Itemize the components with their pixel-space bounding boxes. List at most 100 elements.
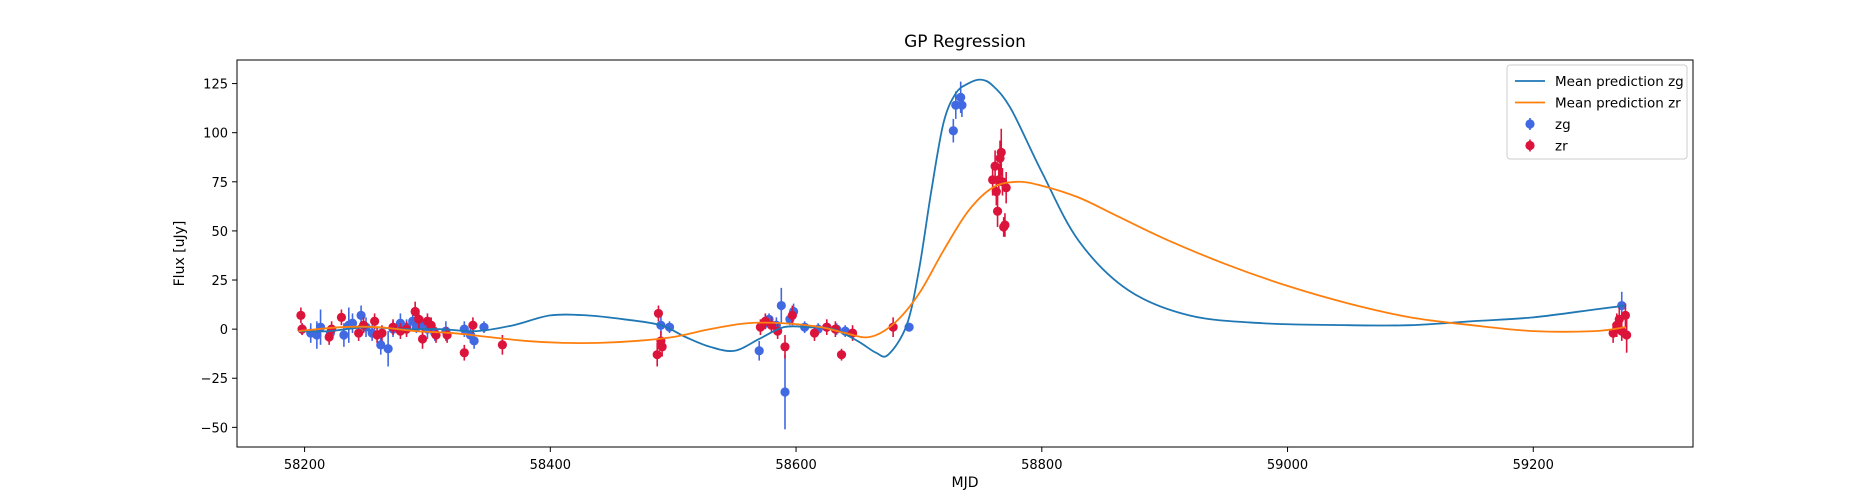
plot-frame: [236, 59, 1694, 448]
marker-zr: [297, 324, 307, 334]
data-point-zr: [653, 305, 664, 322]
marker-zg: [376, 340, 386, 350]
y-tick-label: 75: [211, 176, 228, 191]
marker-zr: [992, 206, 1003, 216]
legend-swatch-marker: [1525, 140, 1535, 151]
marker-zg: [956, 92, 966, 102]
series-zr: [296, 128, 1632, 367]
marker-zr: [657, 342, 667, 352]
marker-zr: [497, 340, 507, 350]
data-point-zr: [990, 150, 1000, 182]
y-tick-label: 25: [211, 274, 228, 289]
marker-zr: [1000, 220, 1010, 230]
data-point-zr: [459, 344, 469, 361]
marker-zg: [469, 336, 479, 346]
data-point-zg: [776, 287, 786, 324]
legend-label: zg: [1555, 117, 1571, 133]
legend-label: zr: [1555, 139, 1568, 155]
marker-zg: [957, 100, 967, 110]
data-point-zr: [1000, 213, 1010, 237]
data-point-zr: [787, 305, 797, 326]
marker-zr: [787, 310, 797, 320]
marker-zg: [347, 318, 358, 328]
data-point-zg: [376, 335, 386, 355]
marker-zg: [312, 330, 322, 340]
marker-zr: [653, 308, 664, 319]
marker-zr: [1608, 328, 1618, 338]
marker-zr: [370, 316, 380, 326]
y-tick-label: 125: [203, 78, 228, 93]
marker-zr: [410, 306, 420, 317]
x-tick-label: 58800: [1021, 458, 1062, 473]
marker-zr: [354, 328, 364, 338]
data-point-zg: [383, 331, 393, 367]
marker-zg: [339, 330, 349, 340]
marker-zr: [888, 322, 898, 332]
data-point-zr: [426, 317, 436, 334]
data-point-zr: [297, 323, 307, 336]
data-point-zr: [414, 309, 424, 330]
x-axis-label: MJD: [952, 475, 979, 491]
data-point-zg: [948, 118, 958, 143]
x-tick-label: 58600: [775, 458, 816, 473]
marker-zr: [296, 310, 306, 320]
y-tick-label: 100: [203, 127, 228, 142]
marker-zg: [948, 126, 958, 136]
plot-layer: [296, 78, 1632, 430]
marker-zg: [754, 346, 764, 356]
marker-zr: [1622, 330, 1632, 340]
data-point-zr: [888, 317, 898, 337]
y-tick-label: −25: [201, 372, 228, 387]
series-zg: [297, 81, 1627, 430]
x-tick-label: 59000: [1267, 458, 1308, 473]
marker-zg: [383, 344, 393, 354]
x-tick-label: 58200: [284, 458, 325, 473]
data-point-zr: [1620, 303, 1631, 328]
data-point-zg: [957, 93, 967, 117]
data-point-zr: [780, 335, 790, 359]
x-tick-label: 58400: [530, 458, 571, 473]
data-point-zr: [1622, 317, 1632, 353]
data-point-zr: [836, 348, 847, 361]
data-point-zg: [754, 340, 764, 361]
marker-zg: [776, 300, 786, 311]
data-point-zg: [347, 313, 358, 334]
line-mean-prediction-zg: [298, 78, 1626, 358]
marker-zr: [780, 342, 790, 352]
marker-zr: [996, 147, 1006, 157]
y-axis-label: Flux [uJy]: [172, 221, 188, 287]
data-point-zr: [296, 307, 306, 324]
marker-zr: [990, 161, 1000, 171]
marker-zg: [780, 387, 790, 397]
data-point-zr: [992, 195, 1003, 227]
marker-zr: [836, 350, 847, 360]
x-tick-label: 59200: [1513, 458, 1554, 473]
axes-layer: 58200 58400 58600 58800 59000 59200 −50 −25 0 25 5…: [201, 78, 1554, 473]
marker-zr: [336, 312, 347, 322]
marker-zr: [327, 324, 337, 334]
line-mean-prediction-zr: [298, 180, 1626, 345]
marker-zr: [459, 348, 469, 358]
data-point-zr: [1001, 171, 1011, 204]
y-tick-label: −50: [201, 421, 228, 436]
legend-label: Mean prediction zr: [1555, 96, 1681, 112]
y-tick-label: 50: [211, 225, 228, 240]
marker-zr: [1620, 310, 1631, 320]
legend-box: [1506, 64, 1688, 160]
marker-zr: [468, 320, 478, 330]
marker-zr: [426, 320, 436, 330]
data-point-zr: [657, 336, 667, 357]
data-point-zr: [336, 309, 347, 326]
data-point-zg: [780, 354, 790, 430]
data-point-zr: [652, 342, 662, 367]
chart-title: GP Regression: [904, 32, 1026, 52]
marker-zr: [358, 320, 369, 330]
legend-swatch-marker: [1525, 119, 1535, 129]
marker-zr: [809, 328, 820, 338]
marker-zr: [1001, 183, 1011, 193]
data-point-zr: [996, 128, 1006, 176]
marker-zr: [377, 328, 387, 338]
y-tick-label: 0: [220, 323, 228, 338]
